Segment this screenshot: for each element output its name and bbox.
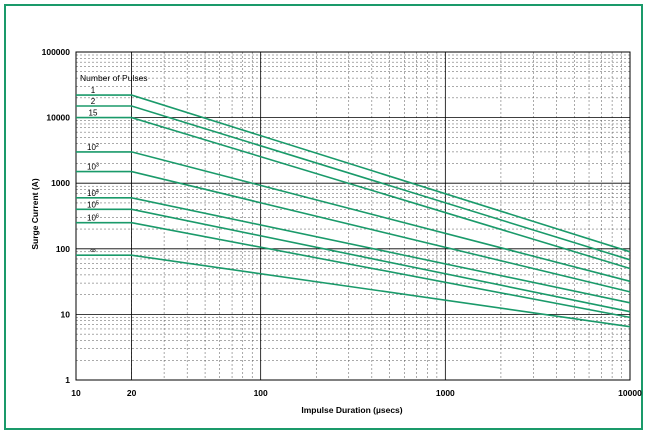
series-line (76, 151, 631, 283)
series-line (76, 197, 631, 304)
series-line (76, 254, 631, 328)
series-label: 106 (87, 214, 99, 223)
series-label: 1 (91, 86, 96, 95)
x-tick-label: 100 (254, 388, 268, 398)
y-tick-label: 1000 (51, 178, 70, 188)
series-label: 2 (91, 97, 96, 106)
series-line (76, 105, 631, 261)
y-tick-label: 100 (56, 244, 70, 254)
series-line (76, 94, 631, 253)
legend-title: Number of Pulses (80, 73, 148, 83)
series-label-exponent: 4 (96, 189, 99, 195)
x-tick-label: 10 (71, 388, 81, 398)
y-axis-label: Surge Current (A) (30, 178, 40, 249)
series-label: 104 (87, 189, 99, 198)
series-label: ∞ (90, 246, 96, 255)
y-tick-label: 10000 (46, 113, 70, 123)
series-line (76, 208, 631, 313)
y-tick-label: 10 (61, 309, 71, 319)
series-line (76, 221, 631, 319)
series-label-exponent: 2 (96, 143, 99, 149)
y-tick-label: 1 (65, 375, 70, 385)
series-label-exponent: 5 (96, 200, 99, 206)
series-line (76, 116, 631, 270)
series-line (76, 170, 631, 293)
plot-border (75, 51, 631, 381)
x-tick-label: 10000 (618, 388, 642, 398)
plot-grid (75, 51, 631, 381)
series-label-exponent: 3 (96, 163, 99, 169)
series-label: 103 (87, 163, 99, 172)
series-label: 15 (89, 109, 98, 118)
series-label: 102 (87, 143, 99, 152)
series-layer: 1 2 15 102 103 104 105 106 ∞ (76, 86, 631, 328)
x-tick-label: 20 (127, 388, 137, 398)
x-tick-label: 1000 (436, 388, 455, 398)
series-label-exponent: 6 (96, 214, 99, 220)
y-tick-label: 100000 (42, 47, 71, 57)
series-label: 105 (87, 200, 99, 209)
x-axis-label: Impulse Duration (µsecs) (301, 405, 402, 415)
frame-border (4, 4, 643, 430)
